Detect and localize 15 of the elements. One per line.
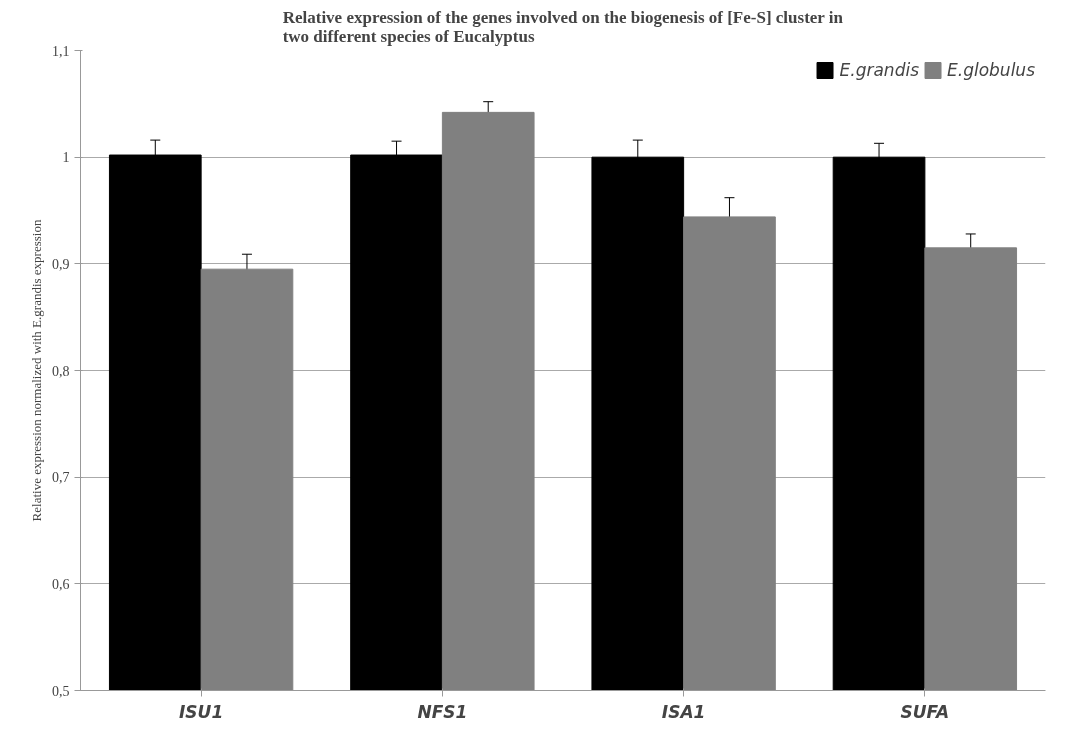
x-tick-label: ISA1	[661, 701, 706, 722]
y-tick-label: 0,7	[52, 470, 70, 486]
y-tick-label: 0,6	[52, 576, 70, 592]
legend-label: E.globulus	[947, 60, 1035, 80]
x-tick-label: NFS1	[417, 701, 468, 722]
y-axis-title: Relative expression normalized with E.grandis expression	[29, 219, 44, 522]
x-tick-label: SUFA	[900, 701, 950, 722]
legend-label: E.grandis	[839, 60, 920, 80]
y-tick-label: 0,9	[52, 256, 70, 272]
y-tick-label: 0,5	[52, 683, 70, 699]
x-tick-label: ISU1	[179, 701, 224, 722]
y-tick-label: 0,8	[52, 363, 70, 379]
chart-title: Relative expression of the genes involved on the biogenesis of [Fe-S] cluster in two different species of Eucalyptus	[282, 7, 844, 46]
y-tick-label: 1,1	[52, 43, 70, 59]
y-tick-label: 1	[62, 150, 70, 166]
